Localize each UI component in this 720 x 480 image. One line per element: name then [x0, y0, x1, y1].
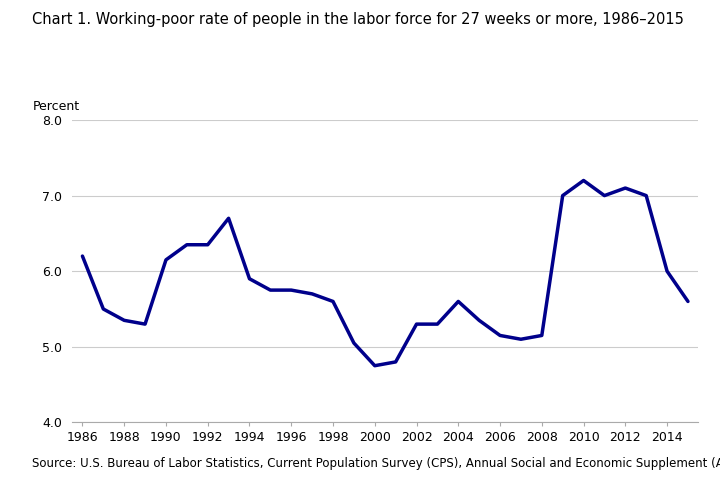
Text: Percent: Percent — [32, 100, 79, 113]
Text: Chart 1. Working-poor rate of people in the labor force for 27 weeks or more, 19: Chart 1. Working-poor rate of people in … — [32, 12, 684, 27]
Text: Source: U.S. Bureau of Labor Statistics, Current Population Survey (CPS), Annual: Source: U.S. Bureau of Labor Statistics,… — [32, 457, 720, 470]
